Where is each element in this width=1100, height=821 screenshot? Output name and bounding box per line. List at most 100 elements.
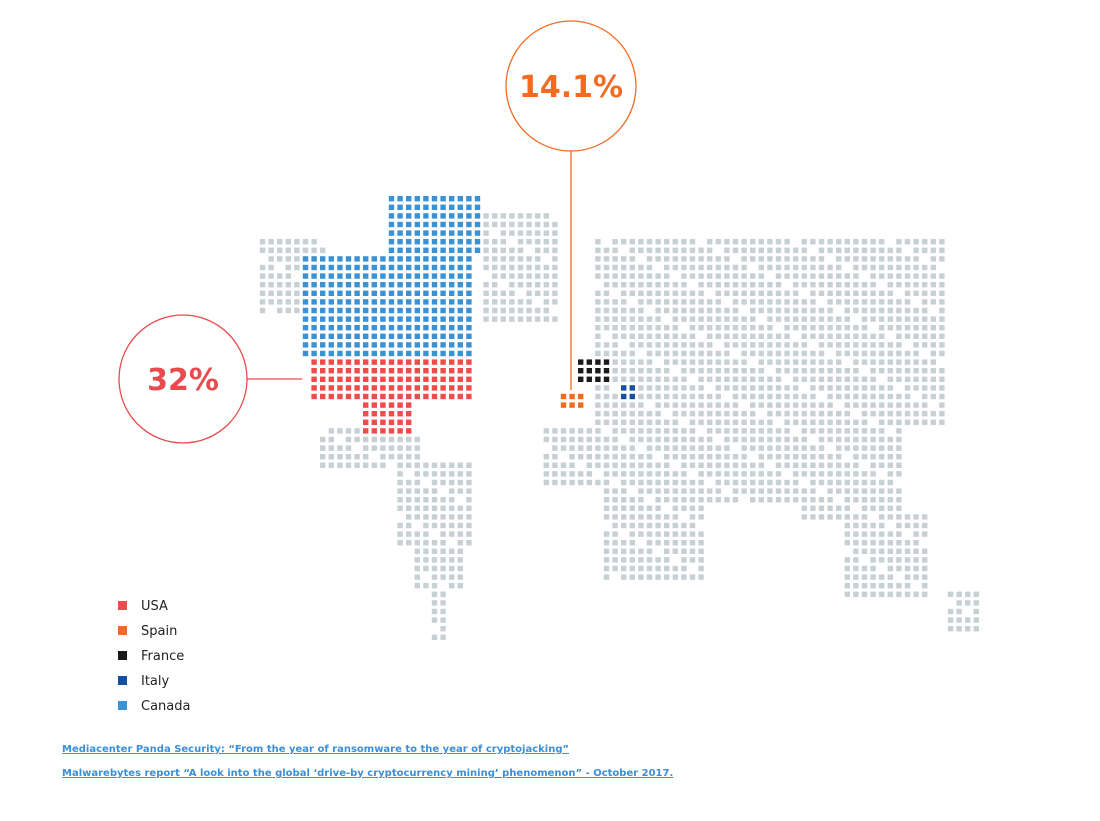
- map-dot: [595, 402, 601, 408]
- map-dot: [345, 256, 352, 262]
- map-dot: [836, 419, 842, 425]
- map-dot: [397, 540, 403, 546]
- map-dot: [810, 290, 816, 296]
- map-dot: [698, 316, 704, 322]
- map-dot: [414, 548, 420, 554]
- map-dot: [655, 282, 661, 288]
- map-dot: [844, 583, 850, 589]
- map-dot: [311, 307, 317, 314]
- map-dot: [689, 454, 696, 460]
- map-dot: [724, 376, 730, 382]
- map-dot: [758, 256, 764, 262]
- map-dot: [732, 307, 739, 314]
- map-dot: [363, 393, 369, 400]
- map-dot: [836, 342, 842, 348]
- map-dot: [801, 316, 807, 322]
- map-dot: [836, 282, 842, 288]
- map-dot: [629, 454, 635, 460]
- map-dot: [440, 239, 446, 245]
- map-dot: [681, 307, 687, 314]
- map-dot: [664, 393, 670, 400]
- map-dot: [741, 247, 747, 253]
- map-dot: [509, 264, 515, 271]
- map-dot: [363, 428, 369, 434]
- map-dot: [457, 350, 463, 357]
- map-dot: [844, 479, 850, 486]
- map-dot: [612, 548, 618, 554]
- map-dot: [363, 436, 369, 443]
- map-dot: [449, 385, 455, 391]
- map-dot: [870, 282, 876, 288]
- map-dot: [775, 282, 782, 288]
- map-dot: [887, 256, 893, 262]
- map-dot: [423, 239, 429, 245]
- map-dot: [904, 256, 911, 262]
- map-dot: [870, 454, 876, 460]
- map-dot: [775, 402, 782, 408]
- map-dot: [887, 505, 893, 511]
- map-dot: [844, 514, 850, 520]
- map-dot: [595, 239, 601, 245]
- map-dot: [784, 402, 790, 408]
- map-dot: [861, 247, 868, 253]
- map-dot: [681, 428, 687, 434]
- map-dot: [388, 385, 395, 391]
- map-dot: [380, 290, 386, 296]
- map-dot: [922, 411, 928, 417]
- map-dot: [397, 342, 403, 348]
- map-dot: [397, 221, 403, 228]
- map-dot: [457, 359, 463, 365]
- map-dot: [655, 299, 661, 305]
- map-dot: [578, 436, 584, 443]
- map-dot: [320, 307, 326, 314]
- map-dot: [853, 445, 859, 451]
- map-dot: [655, 256, 661, 262]
- map-dot: [801, 497, 807, 503]
- map-dot: [844, 488, 850, 494]
- map-dot: [861, 419, 868, 425]
- map-dot: [715, 264, 721, 271]
- map-dot: [535, 256, 541, 262]
- map-dot: [466, 273, 472, 279]
- map-dot: [363, 385, 369, 391]
- map-dot: [449, 471, 455, 477]
- map-dot: [354, 264, 360, 271]
- map-dot: [569, 393, 575, 400]
- map-dot: [259, 299, 266, 305]
- map-dot: [879, 522, 885, 529]
- map-dot: [861, 479, 868, 486]
- map-dot: [870, 350, 876, 357]
- map-dot: [844, 333, 850, 339]
- map-dot: [277, 290, 283, 296]
- map-dot: [844, 540, 850, 546]
- map-dot: [259, 282, 266, 288]
- map-dot: [681, 505, 687, 511]
- map-dot: [861, 411, 868, 417]
- source-link[interactable]: Mediacenter Panda Security: “From the ye…: [62, 744, 569, 755]
- map-dot: [397, 359, 403, 365]
- map-dot: [423, 290, 429, 296]
- map-dot: [870, 471, 876, 477]
- map-dot: [388, 325, 395, 331]
- map-dot: [896, 445, 902, 451]
- map-dot: [681, 282, 687, 288]
- map-dot: [277, 282, 283, 288]
- map-dot: [896, 557, 902, 563]
- map-dot: [913, 282, 919, 288]
- map-dot: [569, 445, 575, 451]
- map-dot: [320, 436, 326, 443]
- map-dot: [414, 497, 420, 503]
- map-dot: [913, 574, 919, 580]
- map-dot: [569, 471, 575, 477]
- map-dot: [268, 256, 274, 262]
- map-dot: [603, 342, 610, 348]
- map-dot: [698, 540, 704, 546]
- map-dot: [311, 385, 317, 391]
- map-dot: [775, 479, 782, 486]
- map-dot: [629, 479, 635, 486]
- map-dot: [896, 307, 902, 314]
- map-dot: [388, 342, 395, 348]
- source-link[interactable]: Malwarebytes report “A look into the glo…: [62, 768, 673, 779]
- map-dot: [689, 359, 696, 365]
- map-dot: [775, 368, 782, 374]
